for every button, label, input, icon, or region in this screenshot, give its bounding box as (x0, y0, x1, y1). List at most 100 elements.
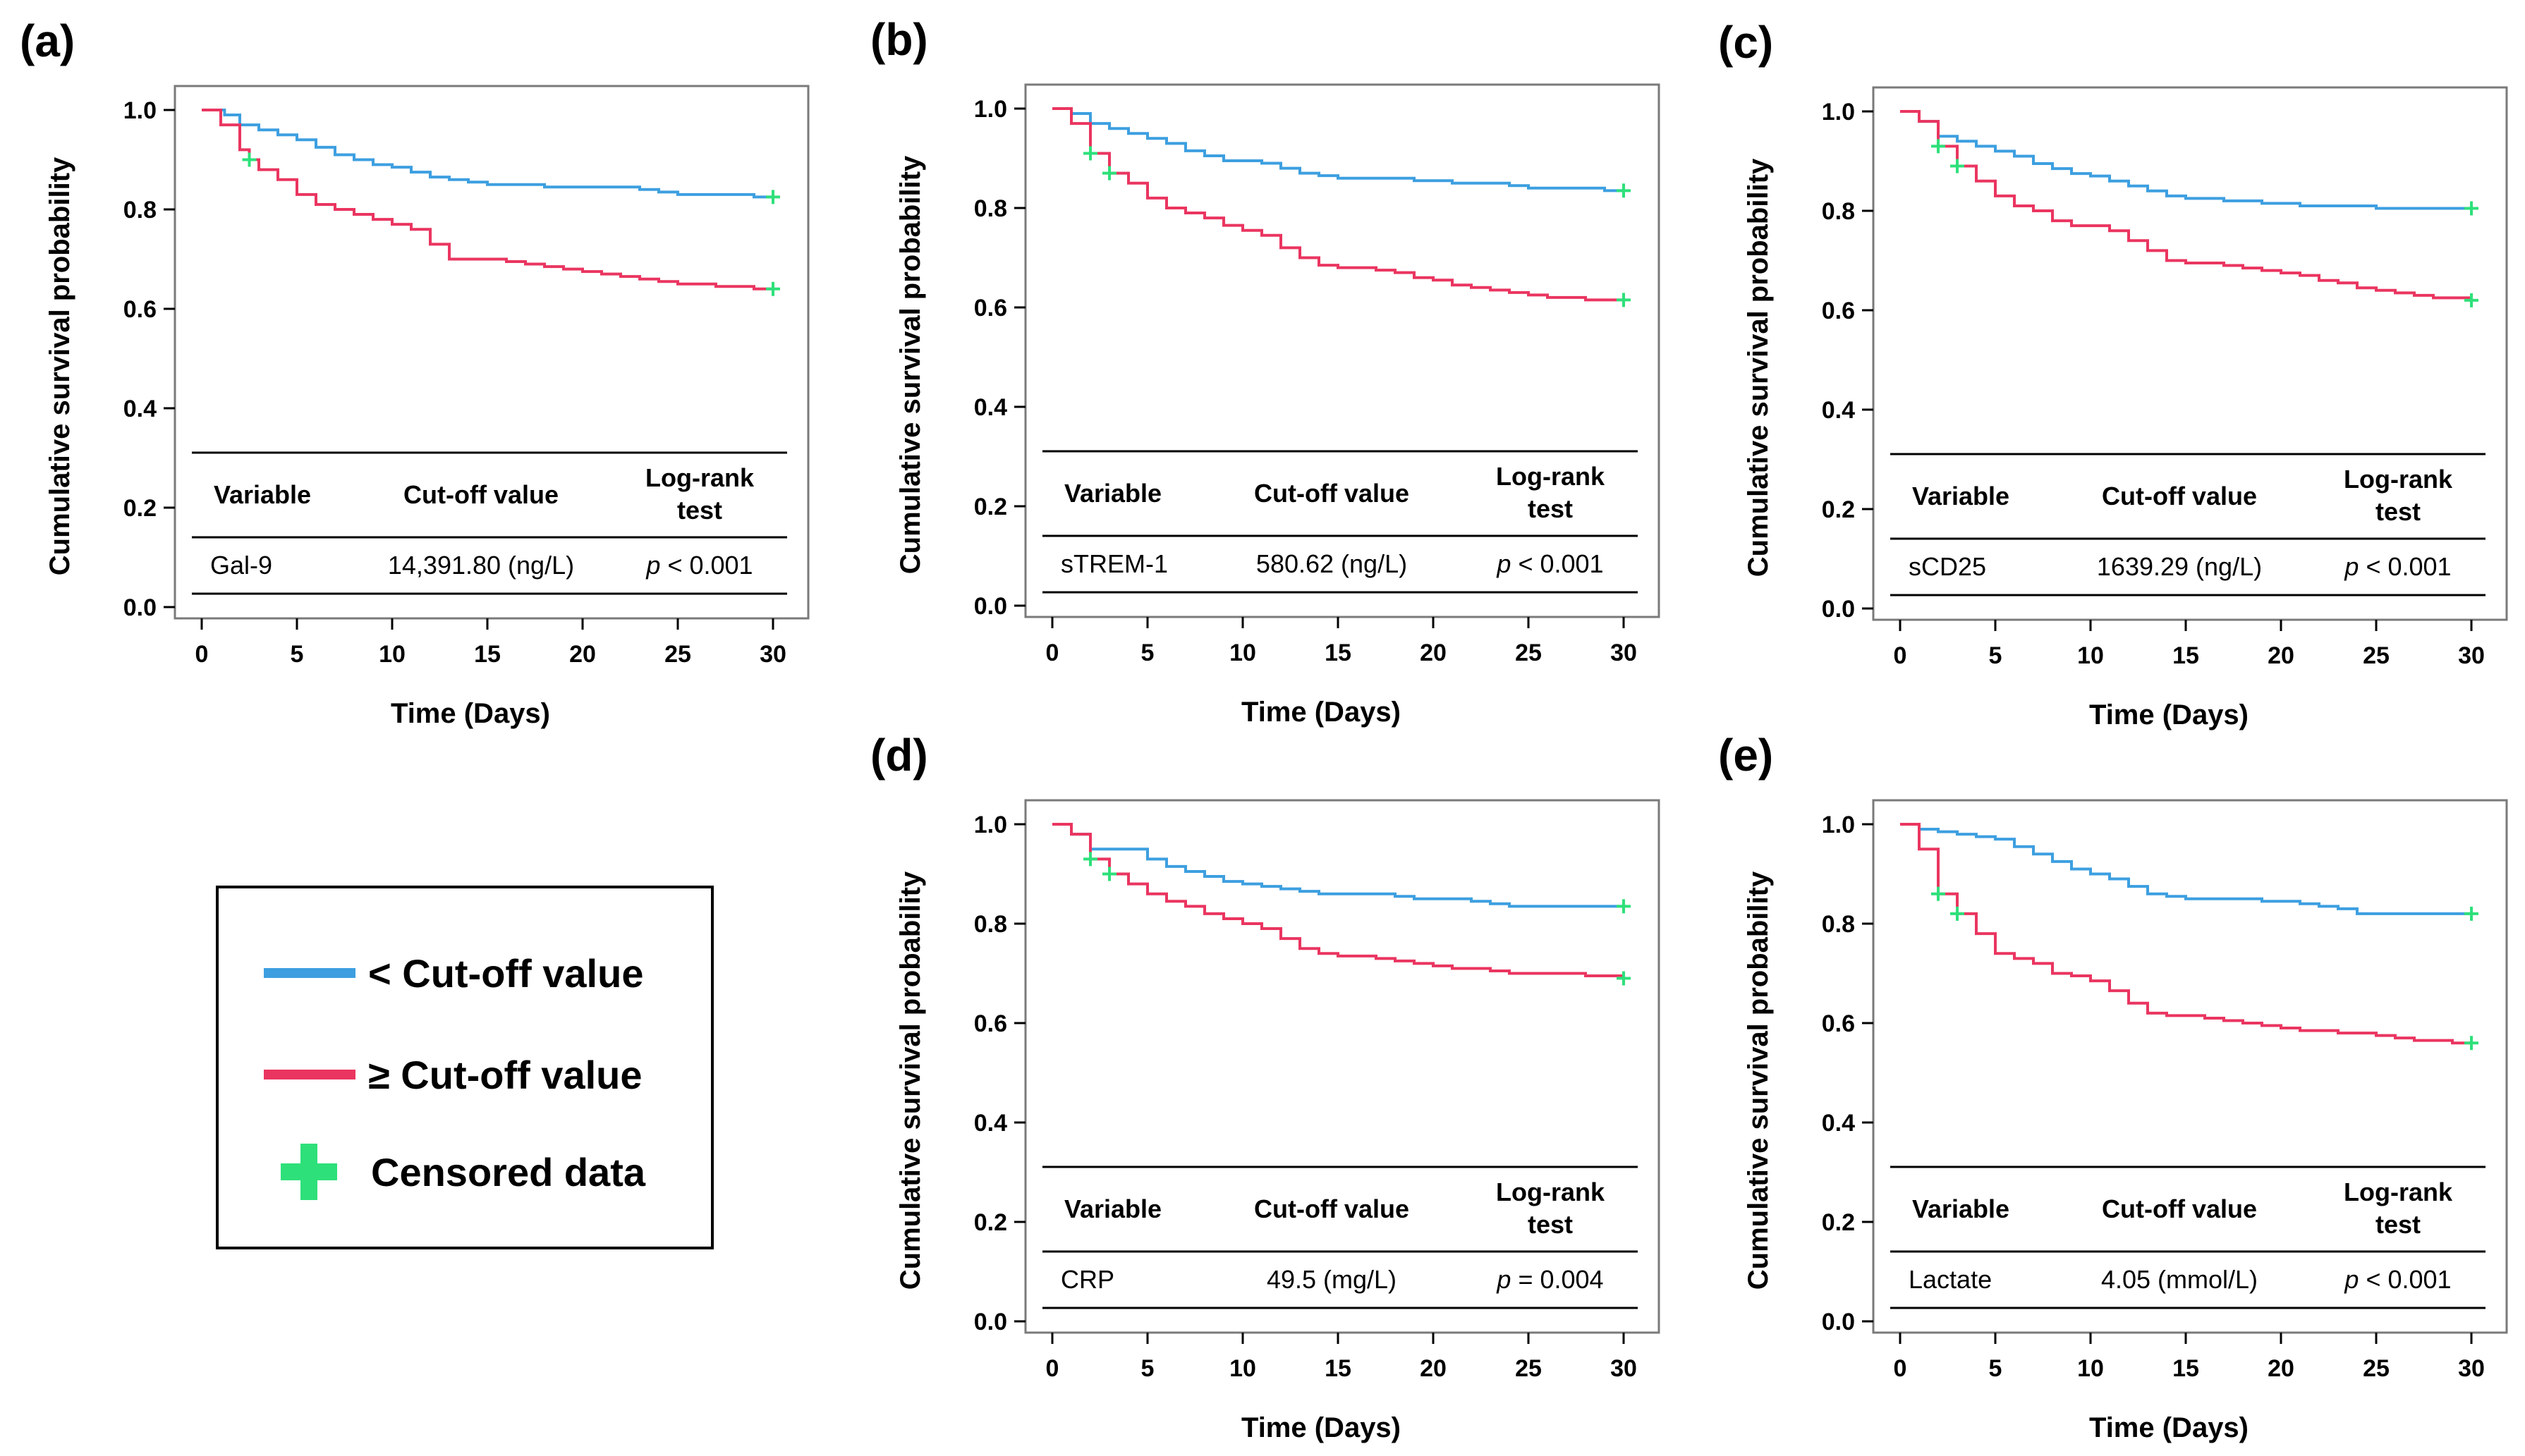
panel-letter: (c) (1718, 17, 1773, 68)
y-tick-label: 0.4 (1822, 397, 1855, 424)
x-tick-label: 15 (2172, 1355, 2199, 1382)
legend-above-label: ≥ Cut-off value (368, 1053, 643, 1097)
censor-mark (1950, 906, 1964, 921)
y-tick-label: 0.2 (974, 1209, 1007, 1236)
x-tick-label: 10 (2077, 1355, 2104, 1382)
table-cell-pvalue: p = 0.004 (1496, 1265, 1603, 1294)
series-line-above-cutoff (1900, 110, 2473, 300)
table-bg (1890, 1167, 2486, 1308)
censor-mark (1950, 159, 1964, 173)
panel-letter: (d) (870, 730, 928, 781)
table-header-logrank-line2: test (677, 496, 722, 525)
y-axis: 0.0 0.2 0.4 0.6 0.8 1.0 (1822, 812, 1873, 1335)
x-tick-label: 5 (291, 641, 304, 668)
censor-mark (1083, 852, 1097, 867)
table-header-logrank-line2: test (1528, 494, 1573, 523)
x-axis-title: Time (Days) (1241, 1412, 1401, 1443)
y-axis: 0.0 0.2 0.4 0.6 0.8 1.0 (1822, 99, 1873, 623)
y-tick-label: 0.6 (974, 1010, 1007, 1037)
y-tick-label: 0.2 (1822, 496, 1855, 523)
table-header-logrank-line1: Log-rank (645, 463, 755, 492)
censor-mark (1102, 166, 1117, 181)
y-tick-label: 0.2 (123, 495, 157, 522)
table-header-logrank-line2: test (1528, 1210, 1573, 1239)
x-axis-title: Time (Days) (1241, 697, 1401, 728)
panel-c: (c) 0.0 0.2 0.4 0.6 0.8 1.0 0 5 10 15 20 25 30 Time (D… (1718, 17, 2508, 730)
x-tick-label: 25 (1515, 640, 1542, 666)
x-tick-label: 15 (474, 641, 501, 668)
censor-mark (766, 281, 780, 296)
y-tick-label: 0.0 (1822, 1309, 1855, 1335)
table-cell-variable: Lactate (1909, 1265, 1992, 1294)
p-symbol: p (645, 551, 660, 580)
plot-frame (1024, 83, 1660, 618)
y-tick-label: 0.4 (1822, 1110, 1855, 1137)
x-axis: 0 5 10 15 20 25 30 (1046, 617, 1637, 666)
table-header-logrank-line1: Log-rank (2344, 465, 2453, 494)
y-tick-label: 1.0 (1822, 99, 1855, 126)
censor-mark (1102, 867, 1117, 881)
censor-mark (2464, 293, 2478, 307)
y-tick-label: 0.6 (1822, 1010, 1855, 1037)
series-line-below-cutoff (1052, 107, 1624, 192)
p-symbol: p (2344, 552, 2359, 581)
table-cell-cutoff: 580.62 (ng/L) (1256, 549, 1407, 578)
y-tick-label: 1.0 (974, 812, 1007, 838)
x-tick-label: 20 (569, 641, 596, 668)
series-line-below-cutoff (1900, 823, 2471, 915)
y-axis-title: Cumulative survival probability (895, 155, 926, 574)
table-cell-pvalue: p < 0.001 (2344, 552, 2451, 581)
plot-frame (1872, 86, 2508, 621)
censor-mark (766, 190, 780, 204)
table-bg (1042, 451, 1638, 592)
p-symbol: p (1496, 1265, 1511, 1294)
censor-mark (2464, 201, 2478, 216)
x-tick-label: 25 (2363, 642, 2390, 669)
y-tick-label: 0.8 (123, 197, 157, 224)
y-tick-label: 0.6 (974, 295, 1007, 322)
legend-censor-icon (281, 1144, 337, 1200)
x-tick-label: 25 (2363, 1355, 2390, 1382)
table-header-cutoff: Cut-off value (1254, 479, 1409, 508)
x-tick-label: 10 (2077, 642, 2104, 669)
x-axis: 0 5 10 15 20 25 30 (195, 618, 786, 668)
table-cell-variable: sCD25 (1909, 552, 1986, 581)
y-tick-label: 1.0 (123, 97, 157, 124)
panel-letter: (b) (870, 14, 928, 65)
table-cell-variable: Gal-9 (210, 551, 272, 580)
table-bg (1042, 1167, 1638, 1308)
y-tick-label: 0.8 (1822, 198, 1855, 225)
table-cell-pvalue: p < 0.001 (645, 551, 753, 580)
result-table: Variable Cut-off value Log-rank test sCD25 16… (1890, 453, 2486, 597)
series-line-below-cutoff (202, 109, 773, 199)
plot-frame (1872, 799, 2508, 1334)
y-tick-label: 0.6 (123, 296, 157, 323)
x-tick-label: 30 (1610, 640, 1637, 666)
censor-mark (1083, 146, 1097, 161)
censor-mark (1617, 293, 1631, 307)
p-value-text: < 0.001 (1511, 549, 1603, 578)
censor-mark (1931, 139, 1945, 154)
x-tick-label: 5 (1989, 1355, 2002, 1382)
table-header-variable: Variable (214, 480, 311, 509)
panel-letter: (e) (1718, 730, 1773, 781)
series-line-above-cutoff (202, 109, 773, 290)
table-bg (192, 453, 787, 594)
x-tick-label: 0 (195, 641, 209, 668)
panel-letter: (a) (20, 16, 75, 66)
censor-mark (1617, 183, 1631, 198)
table-cell-cutoff: 14,391.80 (ng/L) (388, 551, 574, 580)
x-tick-label: 0 (1894, 1355, 1907, 1382)
censor-mark (2464, 906, 2478, 921)
result-table: Variable Cut-off value Log-rank test CRP 49.5… (1042, 1166, 1638, 1309)
x-tick-label: 20 (1420, 1355, 1447, 1382)
censor-mark (1617, 971, 1631, 986)
table-bg (1890, 454, 2486, 595)
p-value-text: < 0.001 (660, 551, 753, 580)
y-tick-label: 0.6 (1822, 298, 1855, 324)
censor-mark (242, 152, 257, 167)
y-tick-label: 0.8 (974, 911, 1007, 938)
x-tick-label: 0 (1046, 1355, 1059, 1382)
x-axis-title: Time (Days) (2089, 699, 2249, 730)
